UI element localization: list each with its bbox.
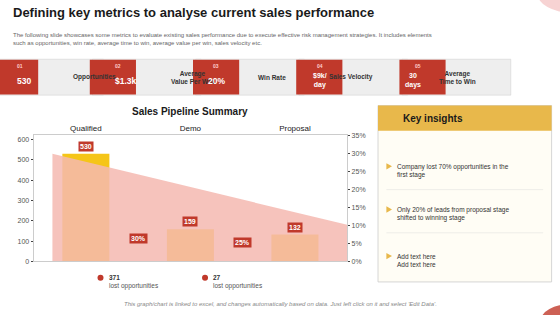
svg-text:400: 400 (18, 177, 30, 184)
svg-text:30days: 30days (405, 72, 421, 89)
svg-text:25%: 25% (235, 239, 250, 246)
svg-text:35%: 35% (352, 132, 366, 139)
svg-text:15%: 15% (352, 204, 366, 211)
svg-text:0: 0 (25, 258, 29, 265)
svg-text:Proposal: Proposal (279, 124, 311, 133)
svg-text:100: 100 (18, 238, 30, 245)
svg-text:20%: 20% (208, 76, 225, 86)
svg-text:200: 200 (18, 217, 30, 224)
svg-text:Company lost 70% opportunities: Company lost 70% opportunities in thefir… (397, 163, 509, 179)
svg-text:27lost opportunities: 27lost opportunities (213, 274, 263, 290)
svg-text:20%: 20% (352, 186, 366, 193)
svg-text:5%: 5% (352, 240, 362, 247)
svg-text:30%: 30% (352, 150, 366, 157)
svg-text:This graph/chart is linked to: This graph/chart is linked to excel, and… (124, 301, 437, 307)
svg-text:Win Rate: Win Rate (258, 74, 286, 81)
svg-text:AverageValue Per Win: AverageValue Per Win (171, 70, 214, 85)
svg-text:530: 530 (80, 143, 92, 150)
svg-text:$9k/day: $9k/day (313, 72, 327, 89)
svg-text:03: 03 (213, 63, 219, 69)
svg-text:0%: 0% (352, 258, 362, 265)
svg-text:500: 500 (18, 156, 30, 163)
svg-text:530: 530 (17, 76, 31, 86)
svg-text:10%: 10% (352, 222, 366, 229)
svg-text:Opportunities: Opportunities (73, 73, 116, 81)
svg-text:600: 600 (18, 136, 30, 143)
svg-text:01: 01 (17, 63, 23, 69)
svg-text:Defining key metrics to analys: Defining key metrics to analyse current … (13, 5, 374, 20)
svg-text:Demo: Demo (180, 124, 202, 133)
svg-text:05: 05 (415, 63, 421, 69)
svg-text:The following slide showcases: The following slide showcases some metri… (13, 32, 432, 46)
svg-text:159: 159 (184, 218, 196, 225)
svg-text:25%: 25% (352, 168, 366, 175)
svg-text:371lost opportunities: 371lost opportunities (109, 274, 159, 290)
svg-text:Only 20% of leads from proposa: Only 20% of leads from proposal stageshi… (397, 206, 509, 222)
svg-text:Sales Pipeline Summary: Sales Pipeline Summary (132, 106, 248, 117)
svg-text:Sales Velocity: Sales Velocity (329, 73, 373, 81)
svg-text:30%: 30% (131, 235, 146, 242)
svg-text:300: 300 (18, 197, 30, 204)
svg-text:Qualified: Qualified (70, 124, 102, 133)
svg-text:02: 02 (115, 63, 121, 69)
svg-text:Key insights: Key insights (403, 113, 463, 124)
svg-text:$1.3k: $1.3k (115, 76, 137, 86)
svg-text:Add text hereAdd text here: Add text hereAdd text here (397, 253, 436, 268)
svg-text:AverageTime to Win: AverageTime to Win (439, 70, 476, 85)
svg-text:132: 132 (289, 224, 301, 231)
svg-text:04: 04 (317, 63, 323, 69)
